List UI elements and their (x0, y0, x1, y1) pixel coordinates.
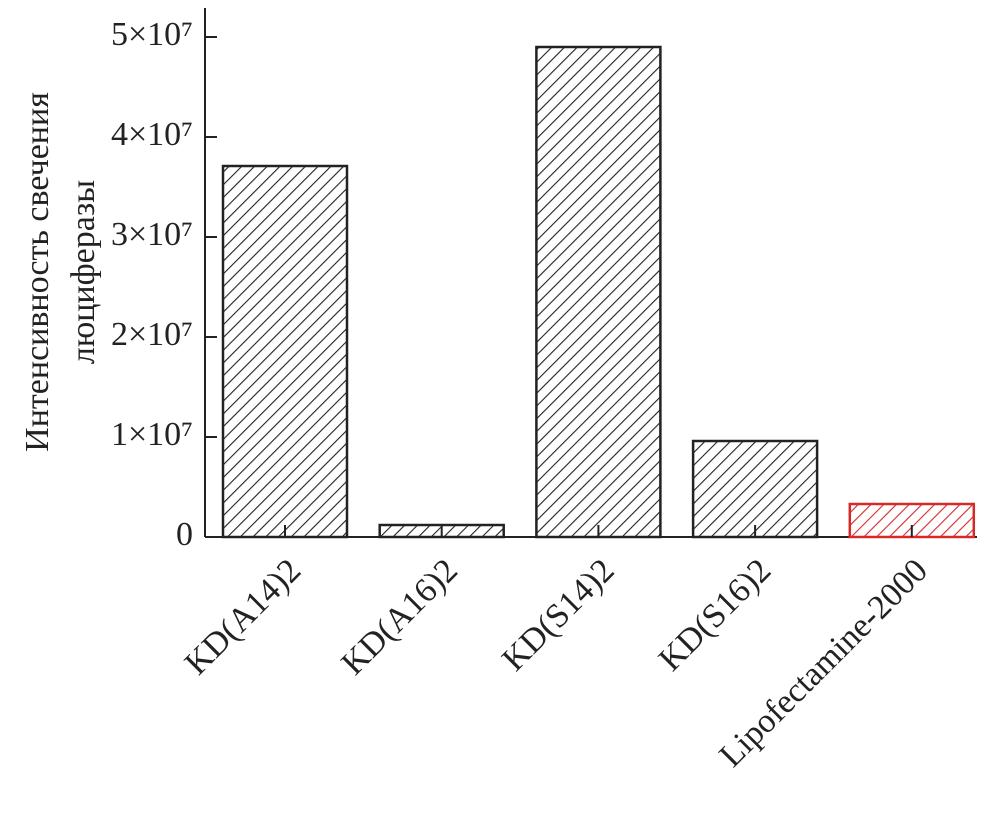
y-axis-label: люциферазы (65, 180, 102, 364)
x-tick-label: KD(A16)2 (335, 552, 465, 682)
y-tick-label: 3×10⁷ (111, 216, 193, 253)
y-tick-label: 0 (176, 516, 193, 553)
y-tick-label: 5×10⁷ (111, 16, 193, 53)
x-tick-label: KD(S14)2 (495, 552, 621, 678)
x-tick-label: KD(A14)2 (178, 552, 308, 682)
y-tick-label: 2×10⁷ (111, 316, 193, 353)
bar (691, 439, 819, 539)
y-tick-label: 4×10⁷ (111, 116, 193, 153)
bar (221, 164, 349, 539)
x-tick-label: KD(S16)2 (652, 552, 778, 678)
y-axis-label: Интенсивность свечения (19, 92, 56, 452)
y-tick-label: 1×10⁷ (111, 416, 193, 453)
bar (535, 45, 662, 539)
